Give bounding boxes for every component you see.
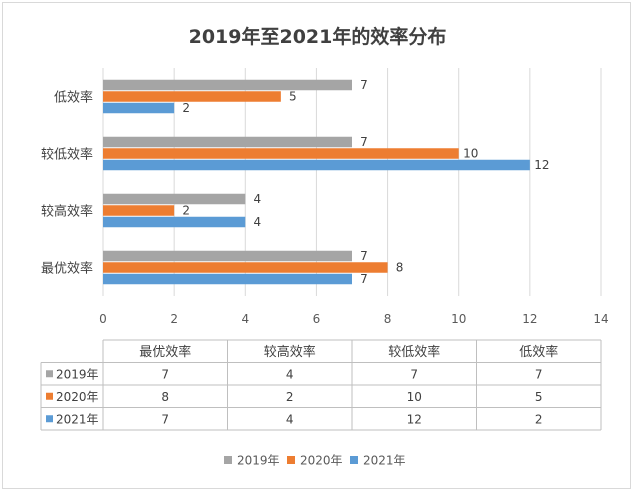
table-cell: 7 [410, 368, 418, 382]
table-cell: 2 [286, 390, 294, 404]
x-tick-label: 2 [170, 312, 178, 326]
table-legend-key [46, 370, 53, 378]
table-row-label: 2021年 [56, 413, 99, 427]
data-label: 2 [182, 204, 190, 218]
bar-2021年 [103, 216, 246, 228]
x-tick-label: 6 [313, 312, 321, 326]
table-header: 低效率 [519, 344, 558, 360]
chart-title: 2019年至2021年的效率分布 [188, 26, 447, 48]
table-cell: 7 [161, 368, 169, 382]
x-tick-label: 12 [522, 312, 537, 326]
data-label: 5 [289, 90, 297, 104]
table-header: 较低效率 [388, 344, 440, 360]
bar-2021年 [103, 102, 175, 114]
bar-2021年 [103, 273, 352, 285]
x-tick-label: 10 [451, 312, 466, 326]
bar-2019年 [103, 250, 352, 262]
bar-2020年 [103, 148, 459, 159]
x-tick-label: 4 [241, 312, 249, 326]
category-label: 较低效率 [41, 147, 93, 163]
legend-swatch [350, 456, 358, 464]
bar-2019年 [103, 79, 352, 91]
table-legend-key [46, 415, 53, 423]
bar-2021年 [103, 159, 530, 171]
table-cell: 5 [535, 390, 543, 404]
data-label: 10 [463, 147, 478, 161]
x-tick-label: 8 [384, 312, 392, 326]
data-label: 4 [253, 192, 261, 206]
data-label: 4 [253, 215, 261, 229]
bar-2019年 [103, 136, 352, 148]
legend-label: 2020年 [300, 454, 343, 468]
table-row-label: 2019年 [56, 368, 99, 382]
table-legend-key [46, 392, 53, 400]
table-cell: 10 [407, 390, 422, 404]
table-header: 较高效率 [264, 344, 316, 360]
category-label: 较高效率 [41, 204, 93, 220]
table-cell: 8 [161, 390, 169, 404]
bar-2020年 [103, 205, 175, 216]
bar-2020年 [103, 91, 281, 102]
x-tick-label: 14 [593, 312, 608, 326]
data-label: 2 [182, 101, 190, 115]
data-label: 7 [360, 272, 368, 286]
table-cell: 4 [286, 413, 294, 427]
category-label: 最优效率 [41, 261, 93, 277]
table-cell: 7 [161, 413, 169, 427]
bar-2019年 [103, 193, 246, 205]
legend-swatch [224, 456, 232, 464]
table-row-label: 2020年 [56, 390, 99, 404]
legend-label: 2019年 [237, 454, 280, 468]
category-label: 低效率 [54, 90, 93, 106]
table-header: 最优效率 [139, 344, 191, 360]
bar-2020年 [103, 262, 388, 273]
data-label: 7 [360, 135, 368, 149]
table-cell: 4 [286, 368, 294, 382]
table-cell: 7 [535, 368, 543, 382]
table-cell: 2 [535, 413, 543, 427]
table-cell: 12 [407, 413, 422, 427]
data-label: 8 [396, 261, 404, 275]
data-label: 7 [360, 249, 368, 263]
data-label: 7 [360, 78, 368, 92]
data-label: 12 [534, 158, 549, 172]
x-tick-label: 0 [99, 312, 107, 326]
legend-swatch [287, 456, 295, 464]
legend-label: 2021年 [363, 454, 406, 468]
